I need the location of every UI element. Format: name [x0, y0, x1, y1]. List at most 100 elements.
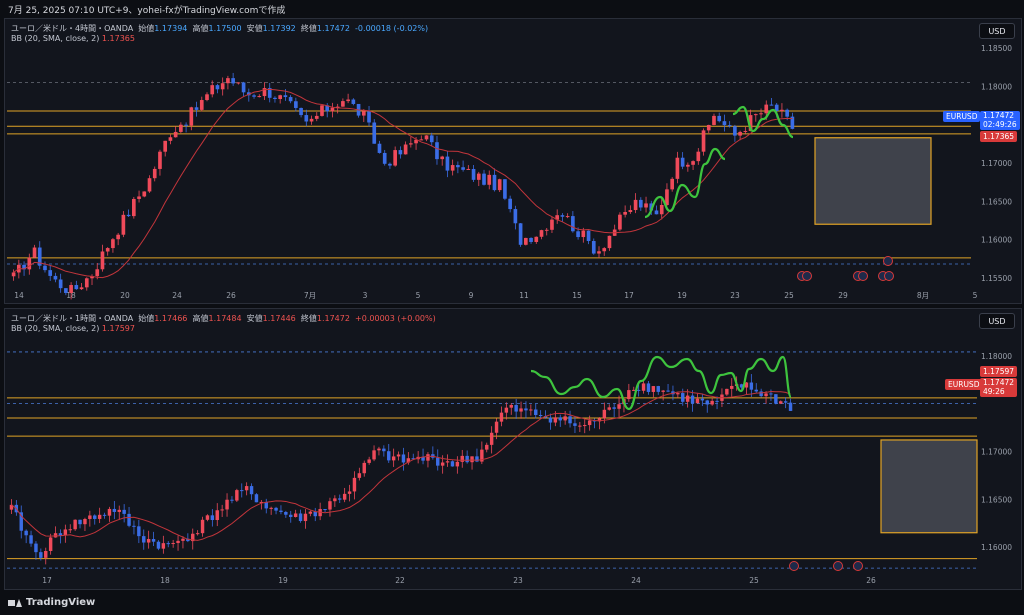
- x-tick-label: 26: [866, 576, 876, 585]
- candle-body: [335, 106, 340, 108]
- chart-panel-4h[interactable]: 1.185001.180001.175001.170001.165001.160…: [4, 18, 1022, 304]
- candle-body: [518, 223, 523, 245]
- candle-body: [706, 124, 711, 131]
- candle-body: [58, 533, 63, 536]
- candle-body: [401, 454, 406, 463]
- wave-annotation-line: [644, 147, 726, 219]
- candle-body: [749, 382, 754, 390]
- candle-body: [602, 409, 607, 419]
- candle-body: [466, 168, 471, 170]
- candle-body: [278, 95, 283, 99]
- candle-body: [785, 109, 789, 117]
- candle-body: [681, 393, 685, 402]
- candle-body: [632, 389, 636, 391]
- x-tick-label: 17: [624, 291, 634, 300]
- candle-body: [367, 111, 371, 123]
- candle-body: [450, 461, 455, 467]
- candle-body: [97, 514, 102, 519]
- chart-canvas-4h[interactable]: 1.185001.180001.175001.170001.165001.160…: [5, 19, 1023, 305]
- candle-body: [759, 113, 763, 115]
- candle-body: [597, 251, 601, 254]
- candle-body: [534, 409, 538, 415]
- candle-body: [529, 409, 533, 411]
- candle-body: [638, 199, 643, 208]
- currency-button[interactable]: USD: [979, 23, 1015, 39]
- candle-body: [665, 189, 669, 206]
- candle-body: [362, 462, 366, 474]
- bollinger-basis-line: [13, 88, 793, 279]
- candle-body: [489, 432, 494, 445]
- bb-legend-4h[interactable]: BB (20, SMA, close, 2) 1.17365: [11, 34, 135, 43]
- x-tick-label: 11: [519, 291, 529, 300]
- candle-body: [342, 493, 347, 500]
- candle-body: [508, 198, 512, 210]
- candle-body: [29, 535, 33, 544]
- x-tick-label: 24: [631, 576, 641, 585]
- candle-body: [769, 104, 774, 106]
- candle-body: [504, 407, 509, 413]
- candle-body: [759, 391, 763, 397]
- candle-body: [37, 247, 42, 266]
- candle-body: [661, 390, 665, 392]
- tradingview-footer[interactable]: TradingView: [8, 597, 95, 608]
- candle-body: [220, 509, 224, 511]
- candle-body: [670, 178, 675, 190]
- candle-body: [179, 124, 183, 132]
- candle-body: [220, 83, 225, 90]
- candle-body: [83, 518, 87, 525]
- candle-body: [313, 511, 317, 517]
- candle-body: [445, 156, 450, 171]
- candle-body: [455, 461, 460, 467]
- candle-body: [264, 501, 268, 509]
- candle-body: [274, 507, 278, 511]
- y-tick-label: 1.16000: [981, 236, 1012, 245]
- candle-body: [284, 511, 288, 515]
- candle-body: [544, 229, 549, 231]
- y-tick-label: 1.18000: [981, 82, 1012, 91]
- candle-body: [623, 211, 627, 215]
- candle-body: [406, 458, 411, 463]
- candle-body: [195, 533, 200, 535]
- candle-body: [293, 513, 298, 517]
- x-tick-label: 18: [160, 576, 170, 585]
- x-tick-label: 29: [838, 291, 848, 300]
- candle-body: [607, 407, 611, 410]
- currency-button[interactable]: USD: [979, 313, 1015, 329]
- candle-body: [53, 533, 58, 538]
- candle-body: [346, 99, 350, 102]
- candle-body: [116, 234, 120, 240]
- snapshot-caption: 7月 25, 2025 07:10 UTC+9、yohei-fxがTrading…: [8, 6, 286, 16]
- candle-body: [461, 167, 465, 170]
- candle-body: [361, 111, 366, 116]
- candle-body: [102, 514, 107, 516]
- candle-body: [424, 135, 429, 140]
- candle-body: [152, 168, 157, 179]
- candle-body: [391, 456, 396, 461]
- candle-body: [352, 477, 357, 492]
- candle-body: [701, 130, 706, 152]
- candle-body: [330, 107, 335, 112]
- candle-body: [470, 456, 474, 463]
- candle-body: [93, 515, 97, 519]
- candle-body: [753, 114, 758, 116]
- chart-panel-1h[interactable]: 1.18000 1.17000 1.16500 1.16000 17 18 19 22 23 24…: [4, 308, 1022, 590]
- candle-body: [565, 216, 570, 218]
- bb-legend-1h[interactable]: BB (20, SMA, close, 2) 1.17597: [11, 324, 135, 333]
- candle-body: [628, 210, 633, 212]
- candle-body: [499, 412, 504, 422]
- candle-body: [78, 519, 82, 525]
- x-tick-label: 23: [730, 291, 740, 300]
- candle-body: [95, 269, 100, 277]
- candle-body: [168, 137, 173, 141]
- candle-body: [84, 278, 89, 288]
- candle-body: [523, 237, 528, 245]
- candle-body: [333, 498, 337, 502]
- candle-body: [226, 78, 230, 84]
- candle-body: [11, 272, 16, 277]
- candle-body: [257, 96, 262, 98]
- chart-canvas-1h[interactable]: 1.18000 1.17000 1.16500 1.16000 17 18 19 22 23 24…: [5, 309, 1023, 591]
- candle-body: [126, 214, 131, 217]
- x-tick-label: 22: [395, 576, 405, 585]
- candle-body: [269, 507, 273, 509]
- candle-body: [409, 143, 413, 145]
